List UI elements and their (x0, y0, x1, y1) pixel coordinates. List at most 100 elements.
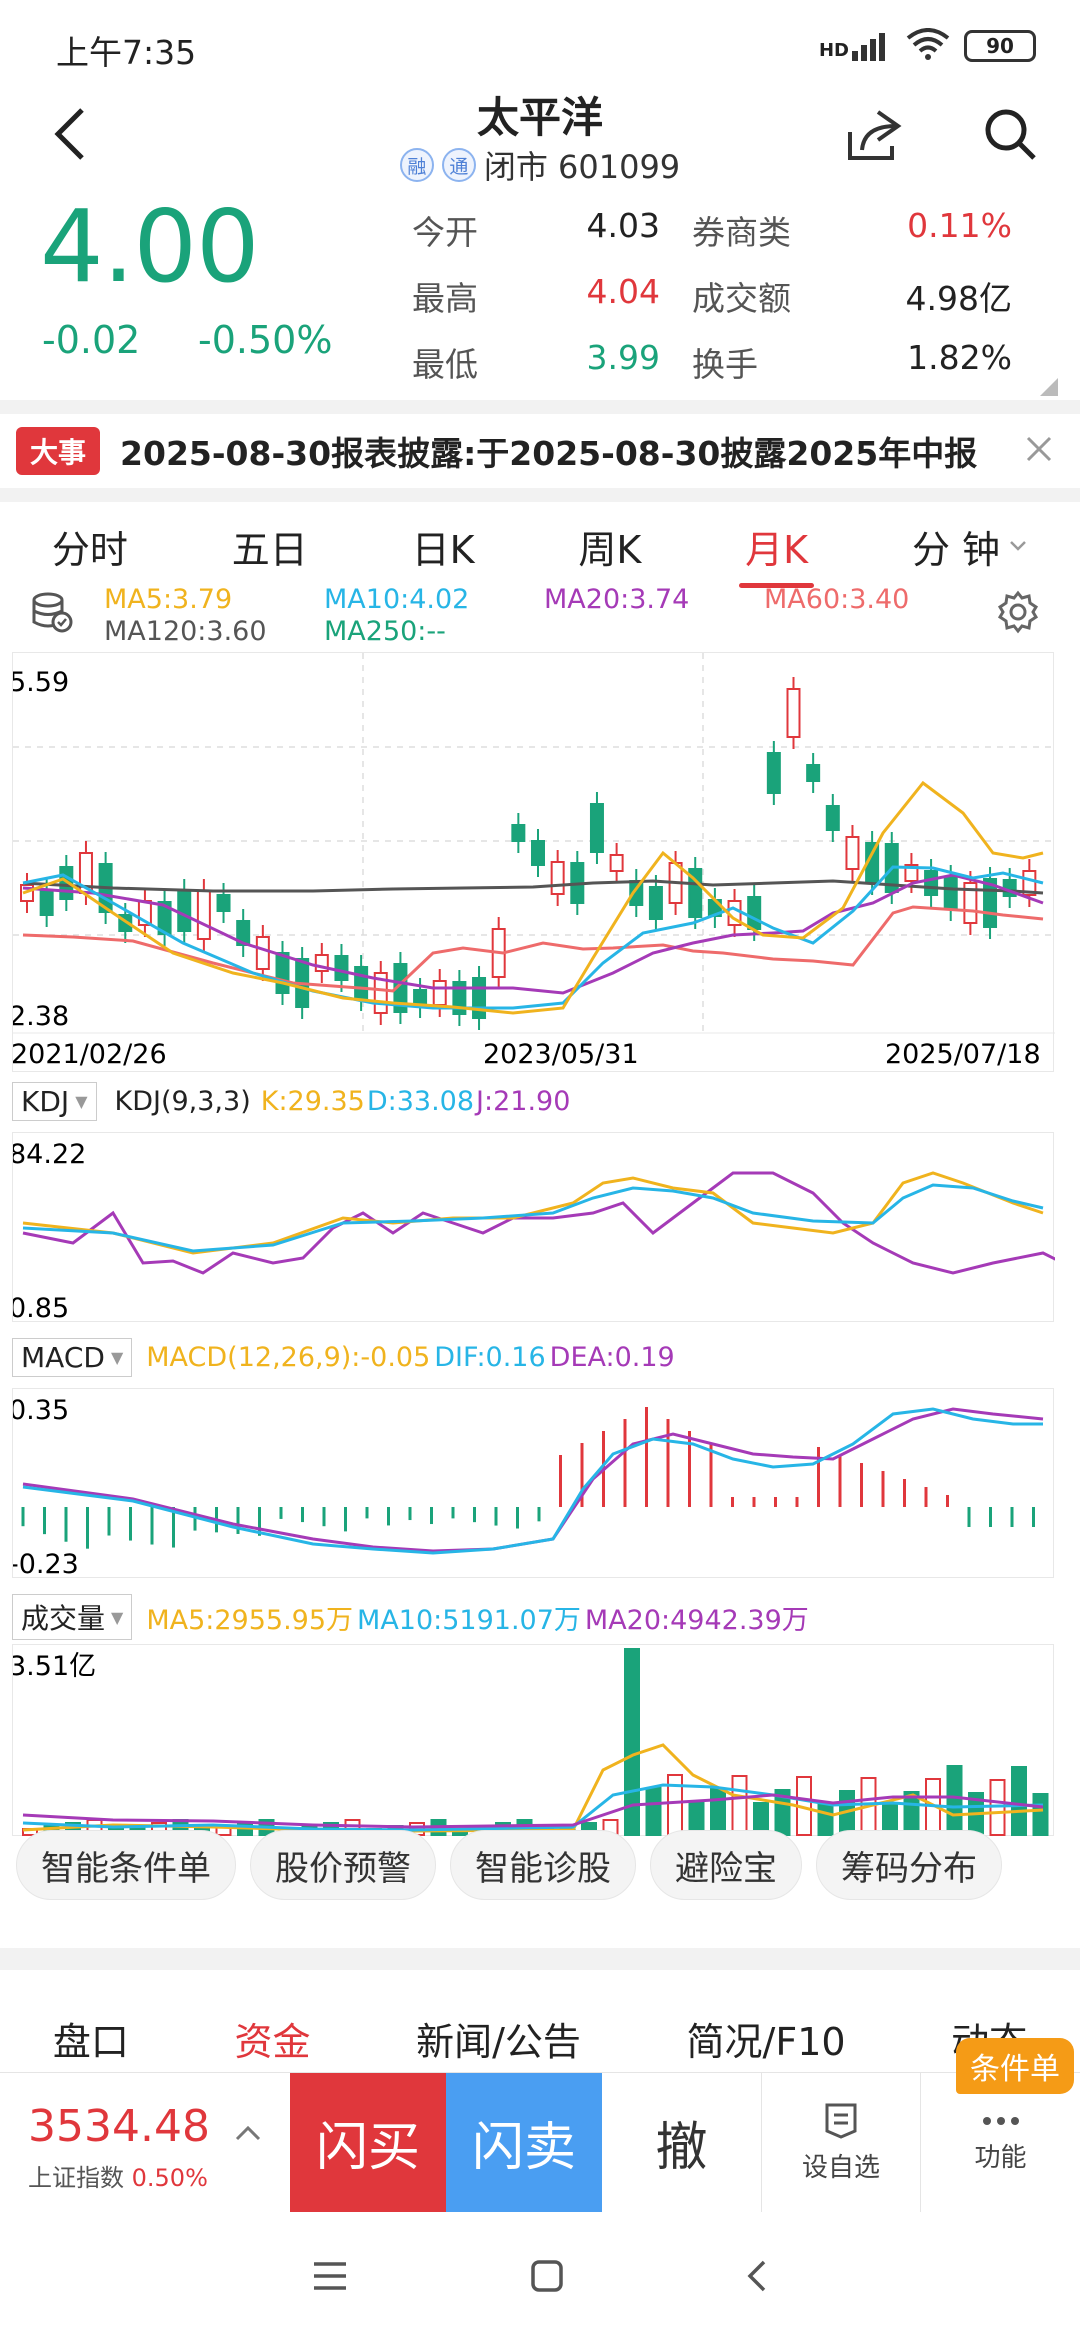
chip-smart-order[interactable]: 智能条件单 (16, 1830, 236, 1900)
candle (354, 966, 369, 1000)
tab-orderbook[interactable]: 盘口 (52, 2019, 129, 2064)
candle (943, 876, 958, 910)
volume-svg: 3.51亿 (9, 1648, 1049, 1836)
tab-5day[interactable]: 五日 (231, 527, 308, 572)
function-button[interactable]: 功能 (921, 2073, 1080, 2212)
home-icon[interactable] (529, 2258, 565, 2294)
tab-monthly[interactable]: 月K (739, 519, 815, 588)
database-icon[interactable] (30, 590, 74, 638)
close-icon[interactable] (1024, 434, 1054, 468)
share-button[interactable] (844, 106, 904, 166)
kdj-ymax: 84.22 (13, 1139, 86, 1170)
sector-label[interactable]: 券商类 (692, 213, 791, 252)
candle (963, 882, 978, 924)
tab-minute-label: 分 钟 (911, 527, 1001, 572)
kline-date-mid: 2023/05/31 (483, 1039, 639, 1070)
candle (255, 936, 270, 970)
macd-ymin: -0.23 (13, 1549, 79, 1579)
candle (432, 980, 447, 1006)
turnover-rate-value: 1.82% (907, 338, 1012, 377)
volume-selector[interactable]: 成交量 ▼ (12, 1594, 133, 1640)
index-pct: 0.50% (131, 2164, 208, 2192)
news-badge: 大事 (16, 427, 101, 475)
bottom-action-bar: 3534.48 上证指数 0.50% 闪买 闪卖 撤 设自选 功能 (0, 2072, 1080, 2212)
kdj-j: J:21.90 (476, 1086, 571, 1117)
vol-ma5: MA5:2955.95万 (146, 1604, 354, 1636)
kdj-header: KDJ ▼ KDJ(9,3,3) K:29.35 D:33.08 J:21.90 (12, 1082, 570, 1121)
chip-chip-distribution[interactable]: 筹码分布 (816, 1830, 1002, 1900)
high-value: 4.04 (586, 272, 660, 311)
volume-bar (946, 1765, 963, 1836)
margin-tag[interactable]: 融 (399, 148, 434, 182)
low-value: 3.99 (586, 338, 660, 377)
battery-icon: 90 (964, 30, 1036, 62)
tab-capital[interactable]: 资金 (234, 2019, 311, 2064)
back-button[interactable] (52, 104, 88, 168)
add-watchlist-button[interactable]: 设自选 (762, 2073, 921, 2212)
candle (1022, 870, 1037, 896)
index-ticker[interactable]: 3534.48 上证指数 0.50% (0, 2073, 290, 2212)
cancel-order-button[interactable]: 撤 (602, 2073, 762, 2212)
conditional-order-badge[interactable]: 条件单 (956, 2038, 1074, 2094)
ma20-value: MA20:3.74 (544, 584, 690, 615)
kdj-selector[interactable]: KDJ ▼ (12, 1082, 97, 1121)
chip-price-alert[interactable]: 股价预警 (250, 1830, 436, 1900)
connect-tag[interactable]: 通 (441, 148, 476, 182)
chevron-up-icon (235, 2125, 261, 2141)
candle (550, 861, 565, 895)
kline-chart[interactable]: 5.59 2.38 2021/02/26 2023/05/31 2025/07/… (9, 652, 1055, 1072)
macd-dif: DIF:0.16 (434, 1342, 546, 1373)
volume-header: 成交量 ▼ MA5:2955.95万 MA10:5191.07万 MA20:494… (12, 1594, 809, 1640)
candle (236, 920, 251, 946)
kdj-k: K:29.35 (260, 1086, 365, 1117)
kdj-chart[interactable]: 84.22 0.85 (9, 1132, 1064, 1324)
volume-chart[interactable]: 3.51亿 (9, 1644, 1054, 1836)
chip-diagnosis[interactable]: 智能诊股 (450, 1830, 636, 1900)
tool-chips: 智能条件单 股价预警 智能诊股 避险宝 筹码分布 (0, 1830, 1080, 1910)
expand-corner-icon[interactable] (1040, 378, 1058, 396)
candle (924, 870, 939, 896)
candle (806, 764, 821, 782)
kdj-svg: 84.22 0.85 (9, 1139, 1064, 1324)
current-price: 4.00 (40, 188, 260, 305)
tab-weekly[interactable]: 周K (578, 527, 642, 572)
signal-label: HD (818, 40, 849, 61)
quick-sell-button[interactable]: 闪卖 (446, 2073, 602, 2212)
settings-gear-icon[interactable] (996, 590, 1040, 638)
open-label: 今开 (412, 213, 478, 252)
watchlist-icon (825, 2103, 857, 2139)
price-change-pct: -0.50% (198, 318, 333, 362)
status-bar: 上午7:35 HD 90 (0, 0, 1080, 90)
quick-buy-button[interactable]: 闪买 (290, 2073, 446, 2212)
stock-name: 太平洋 (476, 93, 603, 142)
period-tabs: 分时 五日 日K 周K 月K 分 钟 (0, 510, 1080, 588)
kline-date-start: 2021/02/26 (13, 1039, 167, 1070)
tab-f10[interactable]: 简况/F10 (686, 2019, 846, 2064)
chip-hedge[interactable]: 避险宝 (650, 1830, 802, 1900)
candle (825, 805, 840, 831)
macd-selector-label: MACD (21, 1341, 105, 1374)
tab-intraday[interactable]: 分时 (51, 527, 128, 572)
candle (609, 854, 624, 872)
more-dots-icon (982, 2117, 1019, 2125)
tab-minute[interactable]: 分 钟 (912, 519, 1028, 574)
menu-icon[interactable] (310, 2259, 350, 2293)
kdj-d: D:33.08 (366, 1086, 475, 1117)
kline-date-end: 2025/07/18 (885, 1039, 1041, 1070)
news-text[interactable]: 2025-08-30报表披露:于2025-08-30披露2025年中报 (120, 434, 978, 473)
macd-svg: 0.35 -0.23 (9, 1395, 1044, 1580)
stock-subtitle: 融 通 闭市 601099 (0, 142, 1080, 188)
macd-selector[interactable]: MACD ▼ (12, 1338, 133, 1377)
search-button[interactable] (982, 106, 1038, 166)
caret-down-icon: ▼ (111, 1607, 124, 1627)
ma120-value: MA120:3.60 (104, 616, 267, 647)
turnover-rate-label: 换手 (692, 345, 758, 384)
tab-news[interactable]: 新闻/公告 (416, 2019, 581, 2064)
back-nav-icon[interactable] (744, 2258, 770, 2294)
tab-daily[interactable]: 日K (411, 527, 475, 572)
status-time: 上午7:35 (56, 33, 197, 72)
macd-dea: DEA:0.19 (549, 1342, 675, 1373)
macd-chart[interactable]: 0.35 -0.23 (9, 1388, 1054, 1580)
news-bar[interactable]: 大事 2025-08-30报表披露:于2025-08-30披露2025年中报 (0, 414, 1080, 488)
candle (275, 952, 290, 994)
